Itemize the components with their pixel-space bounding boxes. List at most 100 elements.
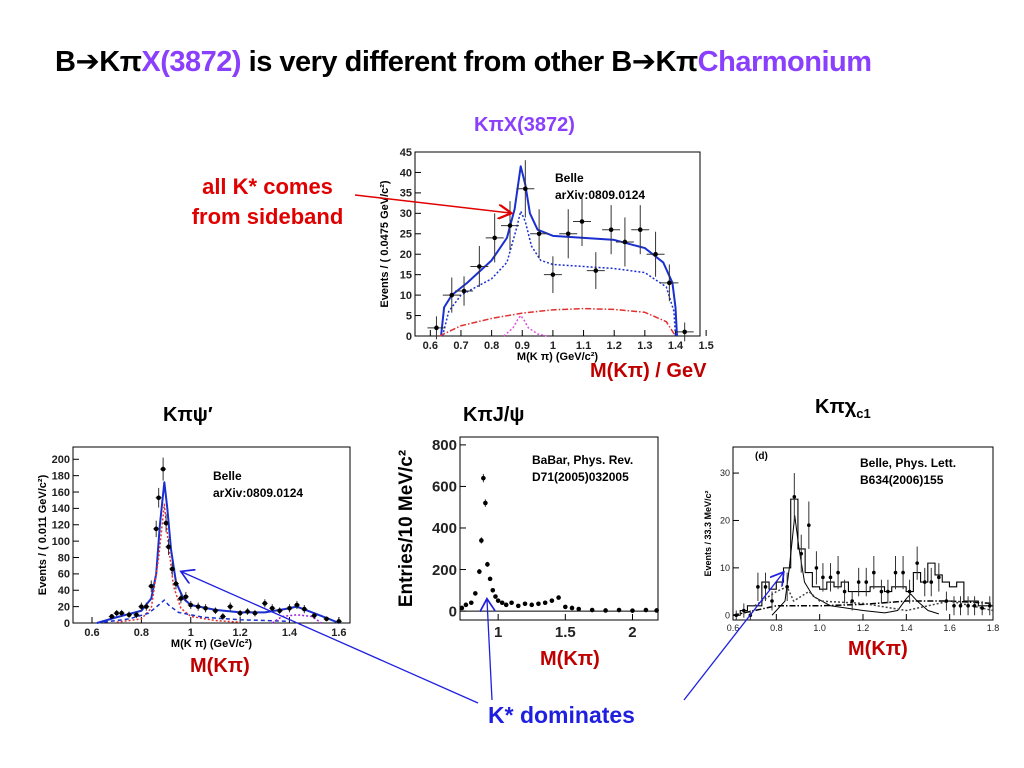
marker [542, 600, 548, 606]
marker [756, 585, 760, 589]
fit-curve-dotted [271, 614, 323, 624]
marker [523, 186, 528, 192]
data-point [165, 538, 172, 556]
y-axis-title: Events / ( 0.0475 GeV/c²) [379, 180, 391, 308]
source-annotation: Belle [555, 171, 584, 185]
data-point [616, 607, 622, 613]
source-annotation: arXiv:0809.0124 [555, 188, 645, 202]
marker [980, 606, 984, 610]
marker [126, 612, 132, 618]
data-point [133, 611, 140, 619]
marker [987, 603, 992, 608]
title-middle: is very different from other B [241, 46, 633, 78]
marker [139, 604, 144, 609]
marker [667, 280, 672, 286]
data-point [293, 600, 300, 610]
marker [203, 605, 208, 611]
marker [178, 596, 184, 601]
marker [481, 475, 486, 481]
marker [579, 219, 585, 224]
y-tick-label: 20 [720, 516, 730, 526]
data-point [646, 231, 665, 277]
marker [828, 575, 833, 580]
data-point [631, 205, 650, 255]
chart-kpi-x3872: 0.6 0.7 0.8 0.9 1 1.1 1.2 1.3 1.4 1.5 0 5 10 15 20 25 30… [379, 147, 714, 363]
marker [169, 566, 175, 572]
marker [144, 604, 149, 609]
marker [886, 589, 890, 594]
y-tick-label: 400 [432, 520, 457, 537]
marker [479, 538, 484, 543]
plot-frame [72, 446, 351, 624]
marker [473, 591, 478, 596]
data-point [987, 596, 992, 616]
panel-label: (d) [755, 451, 768, 462]
sideband-arrow [354, 194, 510, 213]
mass-label-2: M(Kπ) [540, 648, 600, 670]
marker [565, 231, 571, 237]
data-point [244, 608, 251, 615]
marker [856, 580, 861, 584]
y-tick-label: 25 [400, 229, 412, 241]
source-annotation: D71(2005)032005 [532, 470, 629, 484]
x-tick-label: 1 [550, 340, 556, 352]
marker [507, 223, 513, 228]
title-b: B [55, 46, 76, 78]
marker [550, 272, 556, 277]
marker [922, 580, 927, 584]
data-point [842, 579, 847, 604]
data-point [269, 604, 276, 613]
marker [220, 614, 226, 619]
data-point [734, 610, 739, 620]
marker [477, 569, 482, 574]
y-axis-title: Events / 33.3 MeV/c² [703, 490, 713, 576]
data-point [301, 604, 308, 614]
marker [160, 466, 166, 472]
marker [529, 602, 535, 608]
marker [643, 607, 649, 613]
marker [269, 605, 275, 611]
sideband-note-line1: all K* comes [202, 174, 333, 199]
marker [294, 602, 300, 608]
y-tick-label: 20 [400, 249, 412, 261]
y-tick-label: 800 [432, 437, 457, 454]
data-point [980, 601, 984, 616]
data-point [187, 600, 194, 610]
y-tick-label: 0 [725, 610, 730, 620]
marker [770, 599, 774, 603]
data-point [477, 569, 482, 575]
marker [569, 605, 575, 611]
data-point [148, 580, 155, 592]
marker [589, 607, 595, 613]
arrow-icon: ➔ [75, 46, 100, 78]
slide-title: B➔KπX(3872) is very different from other… [55, 44, 872, 79]
y-tick-label: 10 [400, 290, 412, 302]
data-point [311, 612, 318, 619]
data-point [195, 602, 202, 611]
data-point [261, 599, 268, 608]
data-point [929, 567, 934, 597]
data-point [251, 609, 258, 617]
data-point [485, 213, 504, 263]
marker [119, 610, 124, 616]
marker [622, 239, 628, 245]
fit-curve-solid [96, 481, 340, 624]
fit-curve-dashed [96, 599, 290, 624]
data-point [770, 591, 774, 611]
marker [166, 544, 171, 550]
x-tick-label: 0.8 [770, 623, 783, 633]
data-point [603, 608, 608, 613]
marker [492, 235, 497, 241]
source-annotation: arXiv:0809.0124 [213, 486, 303, 500]
data-point [856, 567, 861, 597]
data-point [169, 562, 176, 576]
data-point [907, 579, 912, 604]
marker [153, 526, 159, 532]
x-tick-label: 1.4 [668, 340, 684, 352]
x-tick-label: 0.7 [453, 340, 468, 352]
data-point [556, 595, 561, 600]
y-tick-label: 180 [52, 471, 70, 483]
data-point [172, 577, 179, 590]
y-tick-label: 40 [58, 585, 70, 597]
marker [163, 520, 169, 526]
